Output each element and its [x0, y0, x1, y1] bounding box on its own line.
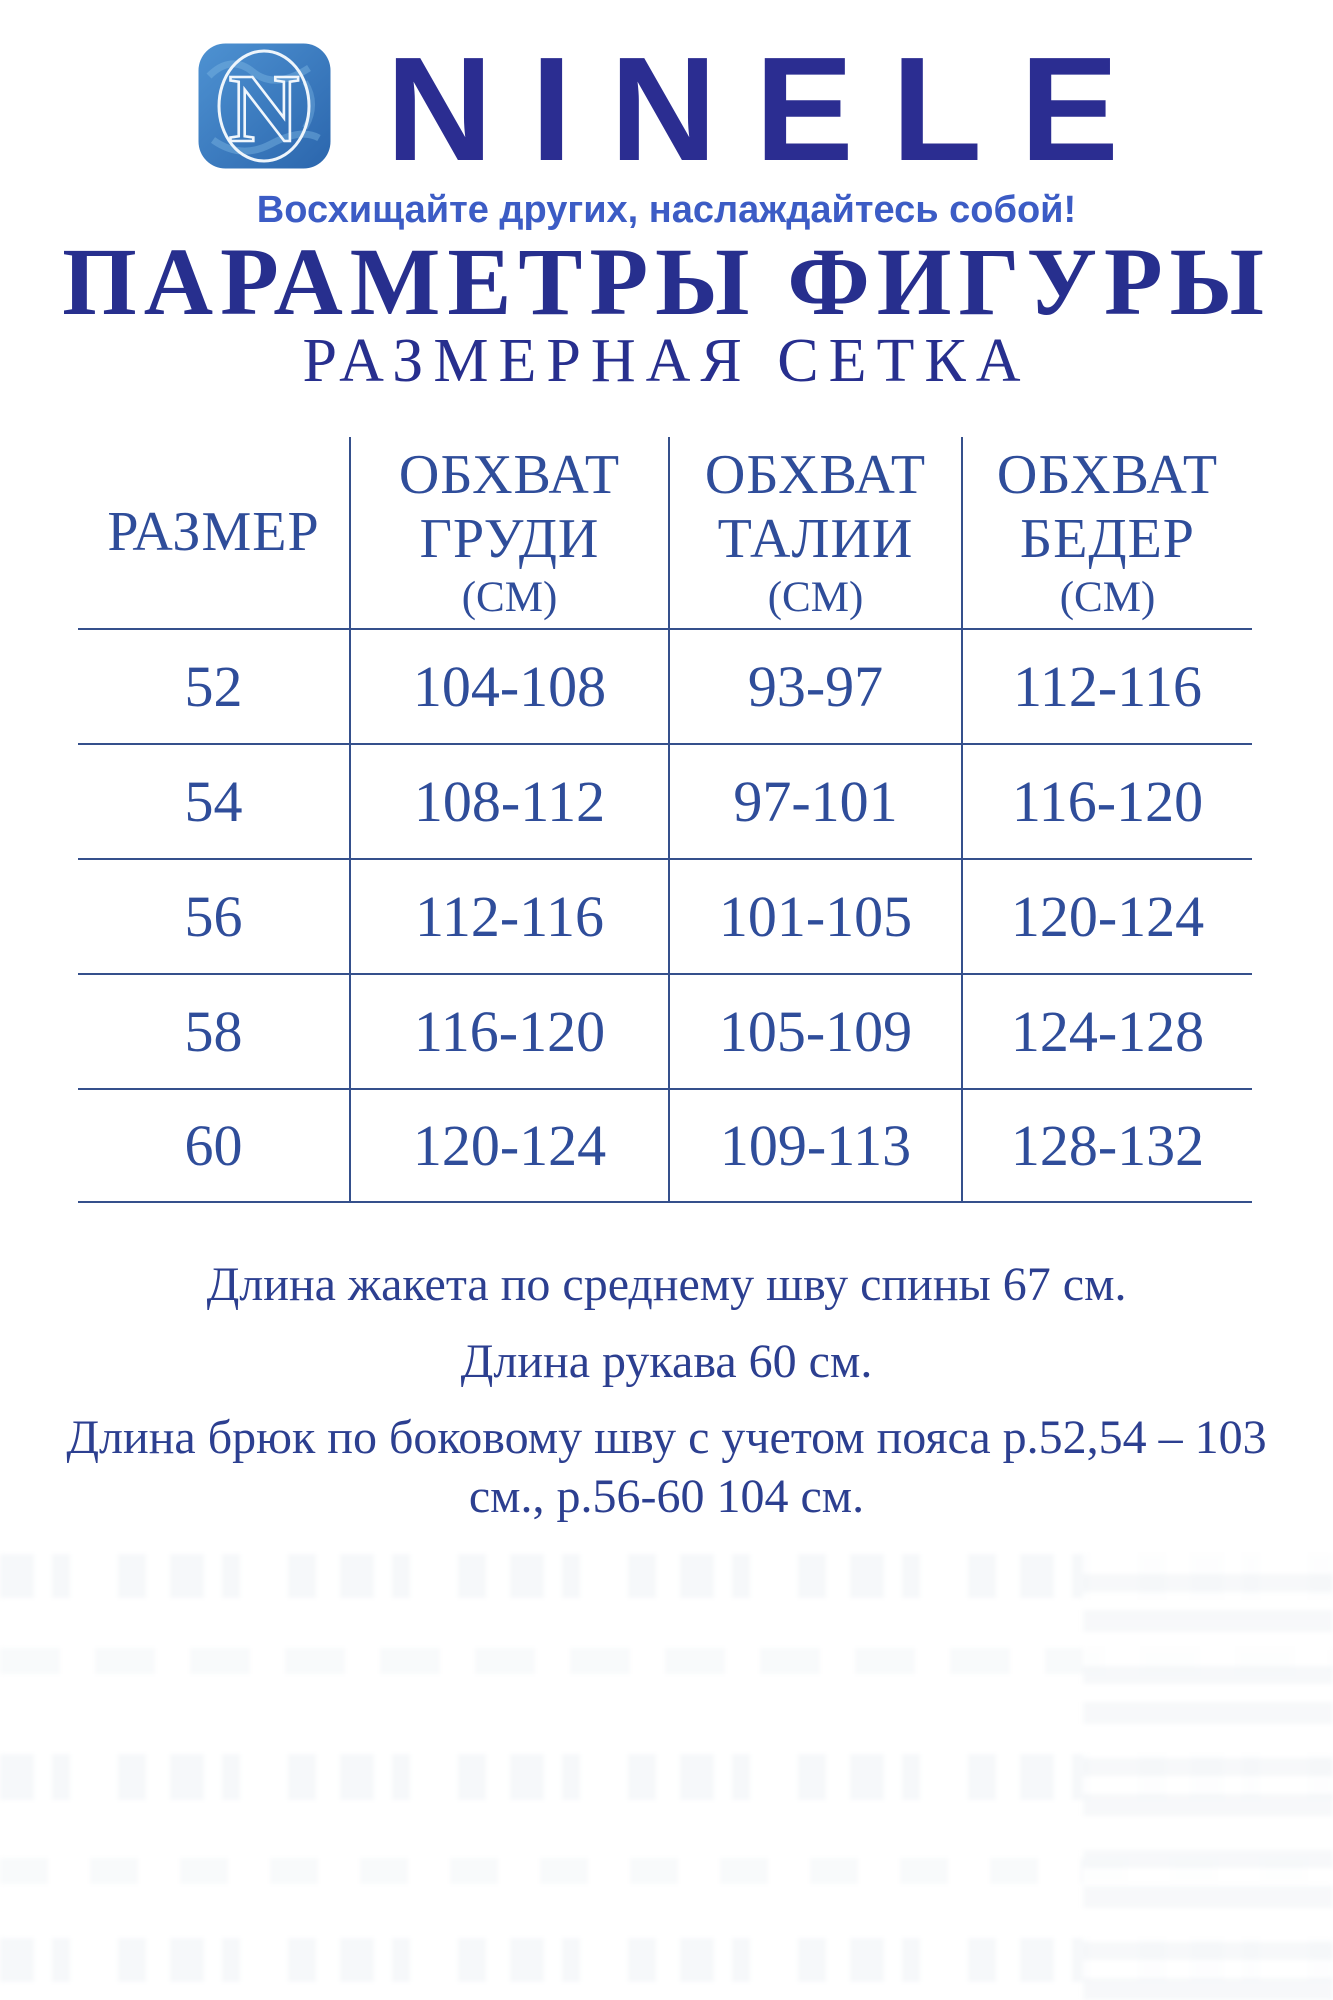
table-cell: 112-116 [349, 858, 668, 973]
header-cell-size: РАЗМЕР [78, 437, 349, 628]
size-table: РАЗМЕР ОБХВАТ ГРУДИ (СМ) ОБХВАТ ТАЛИИ (С… [78, 437, 1252, 1203]
logo-letter: N [229, 55, 300, 163]
note-trouser-length: Длина брюк по боковому шву с учетом пояс… [66, 1411, 1267, 1523]
column-label: ОБХВАТ ТАЛИИ [704, 444, 927, 570]
column-label: РАЗМЕР [107, 500, 320, 563]
table-cell: 93-97 [668, 628, 961, 743]
column-label: ОБХВАТ БЕДЕР [996, 444, 1219, 570]
unit-label: (СМ) [767, 573, 864, 621]
unit-label: (СМ) [461, 573, 558, 621]
header-cell-hips: ОБХВАТ БЕДЕР (СМ) [961, 437, 1252, 628]
table-cell: 54 [78, 743, 349, 858]
logo-swirl-decoration [206, 60, 311, 84]
bleed-through-texture [0, 1540, 1333, 2000]
table-cell: 104-108 [349, 628, 668, 743]
table-cell: 116-120 [349, 973, 668, 1088]
column-label: ОБХВАТ ГРУДИ [398, 444, 621, 570]
table-cell: 108-112 [349, 743, 668, 858]
table-cell: 101-105 [668, 858, 961, 973]
table-cell: 58 [78, 973, 349, 1088]
table-cell: 60 [78, 1088, 349, 1203]
table-cell: 124-128 [961, 973, 1252, 1088]
table-cell: 52 [78, 628, 349, 743]
page-subtitle: РАЗМЕРНАЯ СЕТКА [302, 327, 1031, 395]
logo-ellipse [217, 49, 311, 163]
logo-swirl-decoration [210, 130, 321, 155]
table-cell: 97-101 [668, 743, 961, 858]
note-sleeve-length: Длина рукава 60 см. [460, 1334, 873, 1388]
brand-name: NINELE [386, 27, 1157, 192]
table-cell: 128-132 [961, 1088, 1252, 1203]
bleed-through-patch [1083, 1540, 1333, 2000]
page-title: ПАРАМЕТРЫ ФИГУРЫ [62, 228, 1271, 335]
brand-logo-icon: N [198, 43, 331, 169]
header-cell-chest: ОБХВАТ ГРУДИ (СМ) [349, 437, 668, 628]
table-cell: 105-109 [668, 973, 961, 1088]
table-cell: 120-124 [961, 858, 1252, 973]
table-cell: 56 [78, 858, 349, 973]
unit-label: (СМ) [1059, 573, 1156, 621]
brand-tagline: Восхищайте других, наслаждайтесь собой! [256, 189, 1077, 231]
table-cell: 116-120 [961, 743, 1252, 858]
measurement-notes: Длина жакета по среднему шву спины 67 см… [0, 1256, 1333, 1526]
header-cell-waist: ОБХВАТ ТАЛИИ (СМ) [668, 437, 961, 628]
logo-background [198, 43, 331, 169]
table-cell: 120-124 [349, 1088, 668, 1203]
note-jacket-length: Длина жакета по среднему шву спины 67 см… [206, 1258, 1127, 1311]
table-cell: 109-113 [668, 1088, 961, 1203]
table-cell: 112-116 [961, 628, 1252, 743]
